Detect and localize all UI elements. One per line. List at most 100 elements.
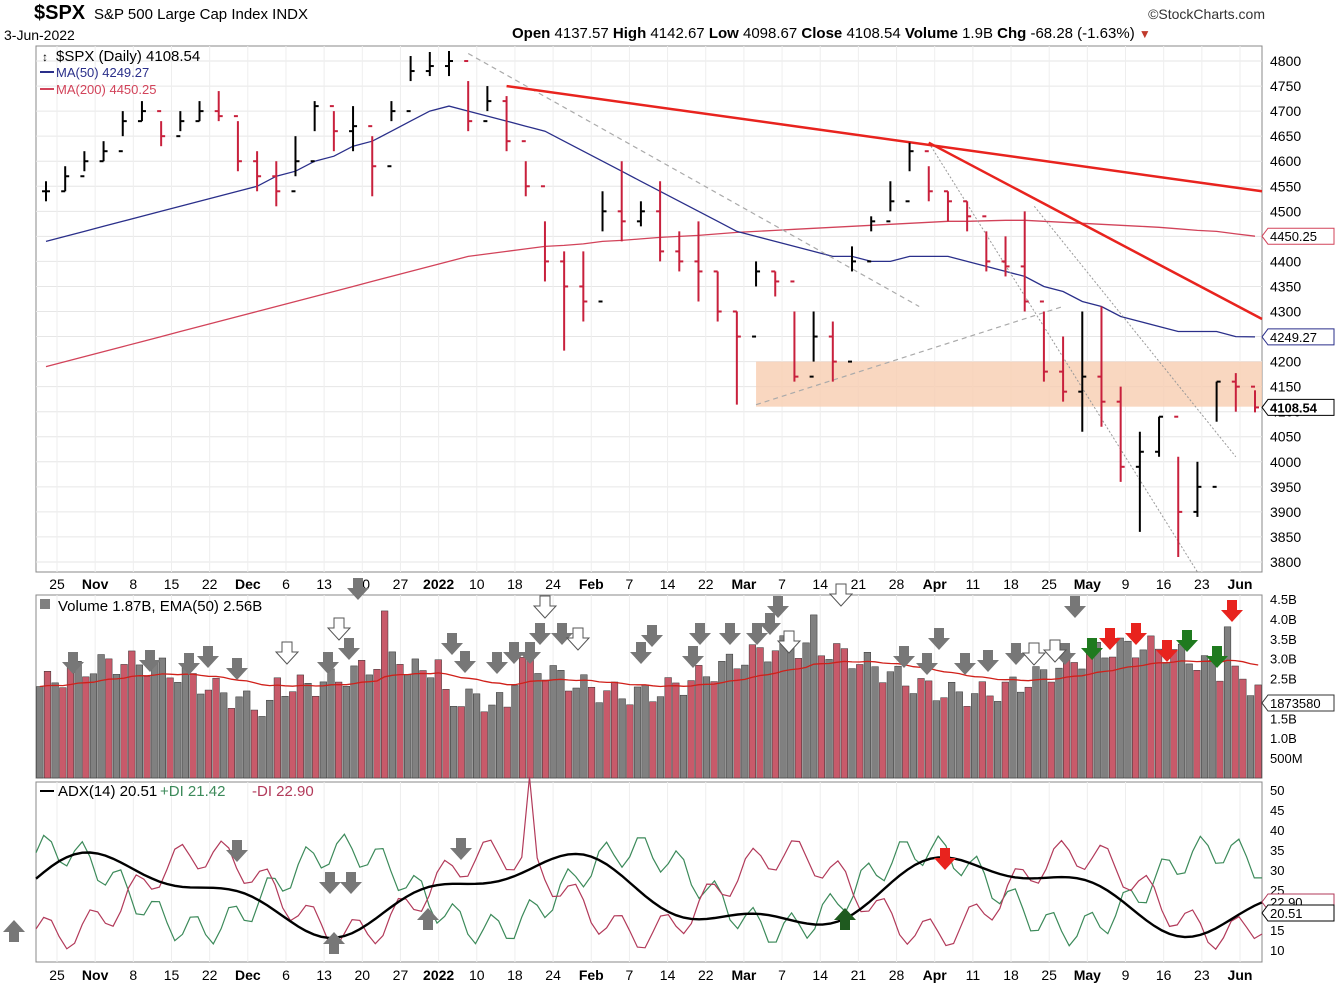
volume-bar xyxy=(511,685,519,779)
volume-bar xyxy=(1093,642,1101,779)
volume-bar xyxy=(296,674,304,779)
volume-bar xyxy=(971,693,979,779)
volume-bar xyxy=(143,676,151,779)
volume-bar xyxy=(672,682,680,779)
volume-bar xyxy=(204,689,212,779)
high-value: 4142.67 xyxy=(650,25,705,42)
hollow-down-arrow-icon xyxy=(828,583,854,607)
volume-bar xyxy=(74,661,82,779)
volume-bar xyxy=(771,650,780,779)
volume-bar xyxy=(656,696,665,779)
x-tick-label: 23 xyxy=(1194,576,1210,592)
x-tick-label: May xyxy=(1074,576,1101,592)
volume-tick-label: 3.5B xyxy=(1270,632,1297,647)
last-price-tag-box xyxy=(1261,398,1335,416)
open-label: Open xyxy=(512,25,551,42)
volume-bar xyxy=(365,674,373,779)
down-arrow-icon xyxy=(338,638,360,660)
down-arrow-icon xyxy=(197,646,219,668)
x-tick-label: Jun xyxy=(1228,576,1253,592)
green-down-arrow-icon xyxy=(1081,638,1103,660)
volume-bar xyxy=(1246,695,1255,779)
x-tick-label: 22 xyxy=(698,967,714,983)
volume-bar xyxy=(105,658,113,779)
minus-di-legend: -DI 22.90 xyxy=(252,783,314,800)
volume-bar xyxy=(342,685,350,779)
volume-bar xyxy=(396,664,404,779)
volume-bar xyxy=(863,652,871,779)
down-arrow-icon xyxy=(767,596,789,618)
minus-di-line xyxy=(35,776,1263,951)
volume-bar xyxy=(580,674,588,779)
down-arrow-icon xyxy=(319,872,341,894)
volume-bar xyxy=(258,716,266,779)
x-tick-label: 16 xyxy=(1156,576,1172,592)
chg-value: -68.28 (-1.63%) xyxy=(1030,25,1135,42)
volume-bar xyxy=(404,674,412,779)
x-tick-label: 27 xyxy=(393,576,409,592)
volume-bar xyxy=(626,704,634,779)
volume-bar xyxy=(1055,667,1063,779)
volume-bar xyxy=(664,677,672,779)
x-tick-label: 2022 xyxy=(423,967,454,983)
price-tick-label: 3900 xyxy=(1270,504,1301,520)
volume-value: 1.9B xyxy=(962,25,993,42)
volume-bar xyxy=(36,686,44,779)
volume-tick-label: 1.0B xyxy=(1270,731,1297,746)
volume-bar xyxy=(250,709,258,779)
price-tick-label: 4400 xyxy=(1270,253,1301,269)
volume-tick-label: 4.5B xyxy=(1270,592,1297,607)
volume-bar xyxy=(82,676,90,779)
volume-bar xyxy=(948,682,956,779)
volume-label: Volume xyxy=(904,25,958,42)
chg-label: Chg xyxy=(997,25,1027,42)
source-credit: ©StockCharts.com xyxy=(1148,6,1265,22)
volume-bar xyxy=(1185,663,1193,779)
price-tick-label: 3850 xyxy=(1270,529,1301,545)
down-arrow-icon xyxy=(347,578,369,600)
down-arrow-icon xyxy=(226,658,248,680)
price-tick-label: 3950 xyxy=(1270,479,1301,495)
x-tick-label: 27 xyxy=(393,967,409,983)
down-arrow-icon xyxy=(893,646,915,668)
volume-bar xyxy=(273,677,281,779)
volume-bar xyxy=(902,685,910,779)
volume-bar xyxy=(1200,655,1209,779)
down-arrow-icon xyxy=(1054,643,1076,665)
volume-bar xyxy=(227,708,235,779)
volume-bar xyxy=(1124,640,1132,779)
x-tick-label: 14 xyxy=(660,576,676,592)
x-tick-label: May xyxy=(1074,967,1101,983)
x-tick-label: Dec xyxy=(235,967,261,983)
volume-legend-swatch xyxy=(40,599,50,609)
volume-bar xyxy=(856,664,864,779)
red-down-arrow-icon xyxy=(1156,640,1178,662)
ma50-value-tag-box xyxy=(1261,328,1335,346)
x-tick-label: 28 xyxy=(889,576,905,592)
volume-bar xyxy=(1216,680,1224,779)
x-tick-label: 9 xyxy=(1122,967,1130,983)
down-arrow-icon xyxy=(689,623,711,645)
volume-bar xyxy=(825,659,833,779)
x-tick-label: 18 xyxy=(1003,576,1019,592)
price-tick-label: 4050 xyxy=(1270,429,1301,445)
volume-bar xyxy=(787,647,795,779)
low-value: 4098.67 xyxy=(743,25,798,42)
volume-bar xyxy=(43,671,52,779)
price-tick-label: 4300 xyxy=(1270,304,1301,320)
down-arrow-icon xyxy=(719,623,741,645)
volume-bar xyxy=(725,653,734,779)
x-tick-label: 25 xyxy=(1041,576,1057,592)
volume-bar xyxy=(51,682,59,779)
volume-bar xyxy=(473,693,481,779)
volume-bar xyxy=(840,648,848,779)
volume-bar xyxy=(886,671,894,779)
x-tick-label: 6 xyxy=(282,967,290,983)
x-tick-label: Feb xyxy=(579,576,604,592)
volume-bar xyxy=(641,684,649,779)
down-arrow-icon xyxy=(62,652,84,674)
volume-bar xyxy=(465,688,473,779)
x-tick-label: 10 xyxy=(469,576,485,592)
volume-bar xyxy=(189,673,197,779)
